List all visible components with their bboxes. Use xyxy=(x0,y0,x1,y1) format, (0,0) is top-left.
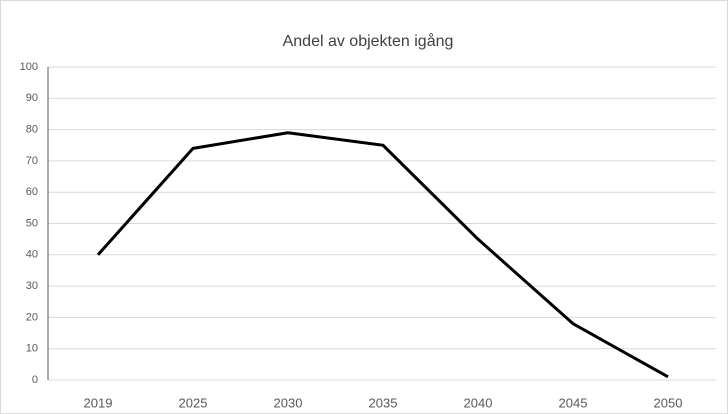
line-series xyxy=(96,131,669,379)
x-tick-label: 2045 xyxy=(559,395,588,410)
x-tick-label: 2040 xyxy=(464,395,493,410)
y-tick-label: 20 xyxy=(26,311,38,323)
x-tick-label: 2019 xyxy=(84,395,113,410)
x-tick-label: 2025 xyxy=(179,395,208,410)
y-tick-label: 50 xyxy=(26,217,38,229)
y-tick-label: 60 xyxy=(26,186,38,198)
x-tick-label: 2030 xyxy=(274,395,303,410)
y-tick-label: 90 xyxy=(26,92,38,104)
chart-title: Andel av objekten igång xyxy=(283,32,454,50)
y-tick-label: 0 xyxy=(32,374,38,386)
y-tick-label: 80 xyxy=(26,124,38,136)
y-tick-label: 70 xyxy=(26,155,38,167)
y-tick-label: 40 xyxy=(26,249,38,261)
y-tick-label: 100 xyxy=(20,61,38,73)
x-tick-label: 2050 xyxy=(654,395,683,410)
x-tick-label: 2035 xyxy=(369,395,398,410)
y-tick-label: 30 xyxy=(26,280,38,292)
y-tick-label: 10 xyxy=(26,343,38,355)
